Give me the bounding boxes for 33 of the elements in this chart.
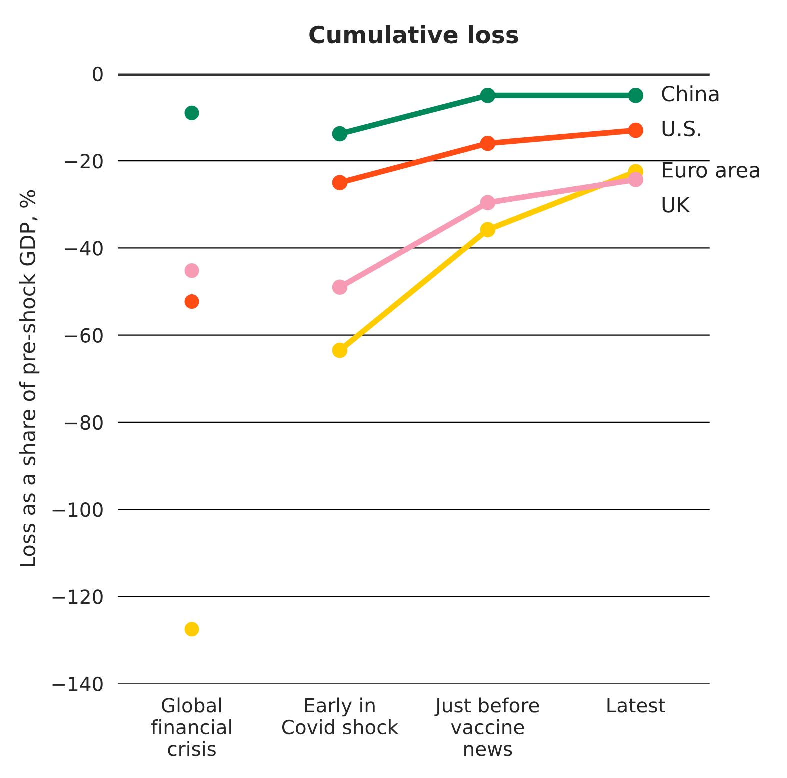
point: [480, 222, 496, 238]
chart-title: Cumulative loss: [310, 25, 518, 44]
point: [332, 342, 348, 358]
point: [480, 195, 496, 211]
series-label: U.S.: [662, 120, 701, 137]
x-tick-label: Global financial crisis: [151, 698, 232, 756]
x-tick-label: Early in Covid shock: [282, 698, 399, 735]
y-tick-label: −40: [65, 241, 103, 256]
series-label: UK: [662, 197, 690, 213]
y-axis-title: Loss as a share of pre-shock GDP, %: [19, 190, 40, 567]
point: [480, 88, 496, 104]
point: [628, 172, 644, 188]
x-tick-label: Latest: [608, 698, 666, 713]
y-tick-label: −100: [52, 502, 103, 518]
point: [480, 136, 496, 152]
point: [184, 264, 200, 278]
y-tick-label: 0: [93, 66, 103, 82]
y-tick-label: −140: [52, 676, 103, 692]
y-tick-label: −120: [52, 590, 103, 604]
series-label: Euro area: [663, 162, 760, 178]
point: [332, 126, 348, 142]
point: [184, 294, 200, 310]
y-tick-label: −60: [65, 328, 103, 343]
x-tick-label: Just before vaccine news: [434, 698, 540, 756]
series-label: China: [662, 86, 719, 102]
point: [332, 280, 348, 296]
point: [184, 622, 200, 637]
point: [628, 88, 644, 104]
point: [628, 122, 644, 138]
y-tick-label: −20: [65, 154, 103, 169]
y-tick-label: −80: [65, 415, 103, 430]
point: [332, 175, 348, 190]
point: [184, 106, 200, 120]
